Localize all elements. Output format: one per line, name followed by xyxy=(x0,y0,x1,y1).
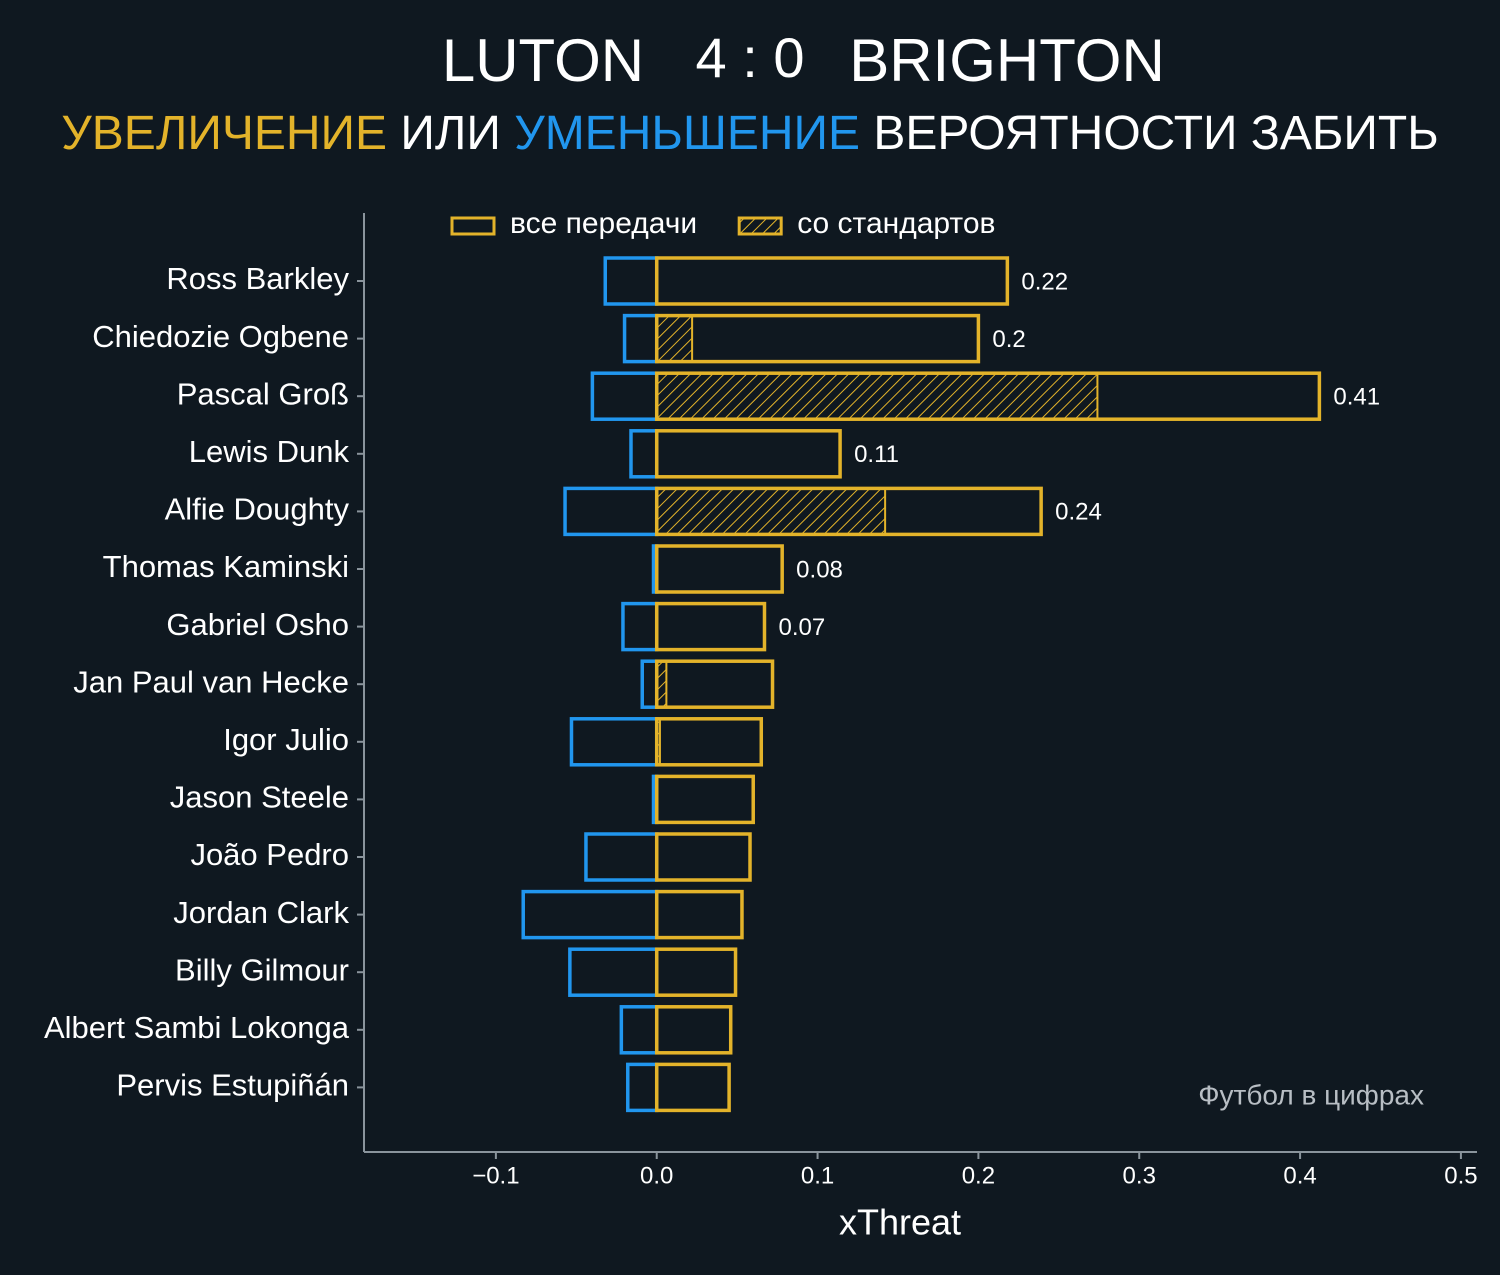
away-team: BRIGHTON xyxy=(849,27,1165,94)
value-label: 0.11 xyxy=(854,441,899,468)
y-tick-label: Alfie Doughty xyxy=(165,492,350,527)
y-tick-label: Billy Gilmour xyxy=(175,952,349,987)
y-tick-label: Pervis Estupiñán xyxy=(116,1068,349,1103)
set-piece-bar xyxy=(655,487,887,536)
x-tick-label: 0.2 xyxy=(962,1162,995,1189)
subtitle-or: ИЛИ xyxy=(400,107,501,160)
value-label: 0.07 xyxy=(778,614,825,641)
subtitle-decrease: УМЕНЬШЕНИЕ xyxy=(514,107,860,160)
score: 4 : 0 xyxy=(696,26,805,89)
y-tick-label: Thomas Kaminski xyxy=(103,549,349,584)
y-tick-label: Albert Sambi Lokonga xyxy=(44,1010,350,1045)
value-label: 0.41 xyxy=(1333,384,1380,411)
bar xyxy=(654,832,752,882)
subtitle: УВЕЛИЧЕНИЕ ИЛИ УМЕНЬШЕНИЕ ВЕРОЯТНОСТИ ЗА… xyxy=(61,107,1438,160)
home-team: LUTON xyxy=(442,27,644,94)
legend-label: все передачи xyxy=(510,207,697,240)
y-tick-label: Gabriel Osho xyxy=(166,607,349,642)
y-tick-label: Igor Julio xyxy=(223,722,349,757)
y-tick-label: Jordan Clark xyxy=(173,895,349,930)
subtitle-increase: УВЕЛИЧЕНИЕ xyxy=(61,107,387,160)
set-piece-bar xyxy=(655,314,694,363)
bar xyxy=(654,486,1043,537)
bar xyxy=(654,717,764,767)
x-tick-label: 0.0 xyxy=(640,1162,673,1189)
bar xyxy=(654,371,1322,421)
bar xyxy=(654,1062,731,1113)
subtitle-rest: ВЕРОЯТНОСТИ ЗАБИТЬ xyxy=(873,107,1438,160)
y-tick-label: Lewis Dunk xyxy=(189,434,350,469)
bar xyxy=(654,774,755,825)
x-tick-label: 0.5 xyxy=(1444,1162,1477,1189)
y-tick-label: Jan Paul van Hecke xyxy=(73,664,349,699)
x-axis-label: xThreat xyxy=(839,1202,961,1243)
set-piece-bar xyxy=(655,372,1099,421)
bar xyxy=(654,659,775,709)
y-tick-label: Jason Steele xyxy=(170,780,349,815)
value-label: 0.08 xyxy=(796,556,843,583)
watermark: Футбол в цифрах xyxy=(1198,1079,1424,1110)
bar xyxy=(654,889,744,940)
bar xyxy=(654,256,1010,306)
bar xyxy=(654,313,981,364)
legend-swatch xyxy=(737,216,783,236)
bar xyxy=(654,947,738,997)
bar xyxy=(654,544,784,594)
x-tick-label: 0.1 xyxy=(801,1162,834,1189)
x-tick-label: 0.4 xyxy=(1283,1162,1316,1189)
value-label: 0.2 xyxy=(992,326,1025,353)
bar xyxy=(654,601,767,652)
legend-swatch xyxy=(450,216,496,236)
value-label: 0.24 xyxy=(1055,499,1102,526)
x-tick-label: −0.1 xyxy=(472,1162,519,1189)
y-tick-label: Chiedozie Ogbene xyxy=(92,319,349,354)
legend-label: со стандартов xyxy=(797,207,995,240)
x-tick-label: 0.3 xyxy=(1123,1162,1156,1189)
y-tick-label: Ross Barkley xyxy=(166,261,349,296)
bar xyxy=(654,429,842,479)
bar xyxy=(654,1005,733,1055)
y-tick-label: João Pedro xyxy=(190,837,349,872)
y-tick-label: Pascal Groß xyxy=(177,376,349,411)
value-label: 0.22 xyxy=(1021,268,1068,295)
